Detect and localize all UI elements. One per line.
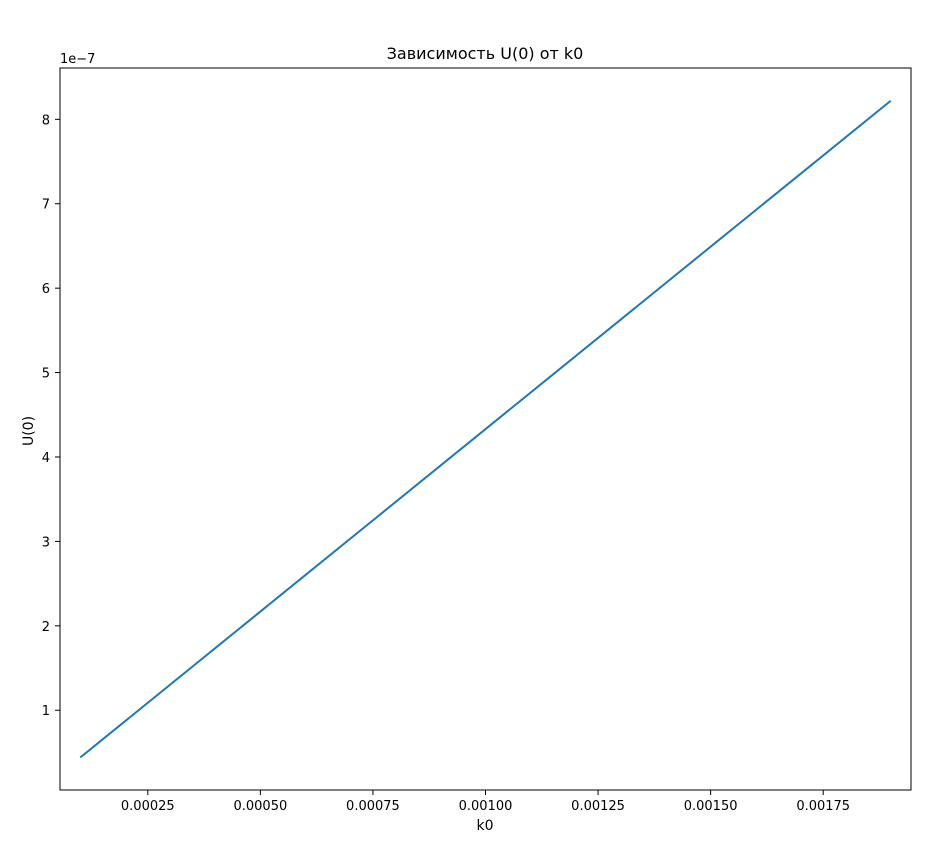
plot-area: 0.00025 0.00050 0.00075 0.00100 0.00125 0.001… [42,67,912,814]
x-tick-label: 0.00125 [571,799,625,814]
y-tick-label: 7 [42,198,50,213]
x-axis-label: k0 [476,818,493,834]
y-tick-label: 2 [42,620,50,635]
chart-title: Зависимость U(0) от k0 [387,44,584,63]
y-tick-label: 1 [42,704,50,719]
y-tick-label: 4 [42,451,50,466]
y-axis-label: U(0) [21,416,37,446]
axes-frame [59,67,912,791]
x-tick-label: 0.00075 [346,799,400,814]
x-tick-label: 0.00050 [233,799,287,814]
y-tick-label: 3 [42,535,50,550]
y-tick-label: 6 [42,282,50,297]
y-tick-label: 8 [42,113,50,128]
series-line-0 [79,99,892,759]
x-tick-label: 0.00100 [459,799,513,814]
x-tick-label: 0.00025 [121,799,175,814]
y-axis-offset-label: 1e−7 [60,52,95,67]
x-tick-label: 0.00175 [796,799,850,814]
y-tick-label: 5 [42,367,50,382]
x-tick-label: 0.00150 [684,799,738,814]
